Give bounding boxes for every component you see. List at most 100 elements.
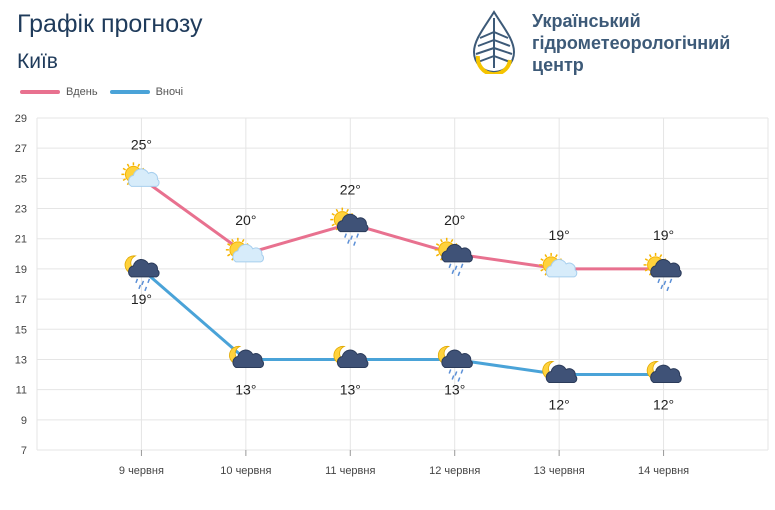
day-temperature-label: 20° [235,212,256,228]
day-temperature-label: 22° [340,182,361,198]
rain-drop [448,369,452,374]
day-temperature-label: 25° [131,136,152,152]
y-tick-label: 13 [15,354,27,366]
rain-drop [460,263,464,269]
sun-ray [122,167,127,171]
y-tick-label: 7 [21,445,27,457]
sun-cloud-icon [121,162,160,187]
page-title: Графік прогнозу [17,10,203,38]
legend-label-day: Вдень [66,86,98,98]
rain-drop [135,278,139,284]
moon-cloud-icon [646,361,682,384]
sun-ray [122,178,127,182]
moon-cloud-icon [333,345,369,368]
sun-ray [435,253,440,257]
sun-cloud-rain-icon [643,252,682,292]
sun-ray [227,243,231,246]
hydromet-logo-icon [472,10,516,74]
rain-drop [451,269,455,275]
cloud-shape [128,258,160,278]
sun-cloud-icon [225,237,264,263]
y-tick-label: 11 [16,385,27,397]
y-tick-label: 19 [15,264,27,276]
cloud-shape [441,243,473,263]
cloud-shape [545,258,578,278]
moon-cloud-rain-icon [124,255,160,292]
organization-name-line: Український [532,11,641,31]
sun-ray [450,239,454,243]
organization-block: Український гідрометеорологічний центр [470,10,730,76]
sun-ray [648,254,652,258]
sun-ray [540,268,544,272]
rain-drop [657,278,661,284]
grid [36,117,769,451]
y-tick-label: 9 [21,415,27,427]
sun-cloud-rain-icon [434,237,473,277]
axes: 7 9 11 13 15 17 19 21 23 25 27 29 9 червня 10 червня 1… [15,113,689,477]
night-series-line [140,267,664,377]
sun-ray [331,223,335,227]
rain-drop [457,271,461,277]
y-tick-label: 21 [15,234,27,246]
y-tick-label: 15 [15,324,27,336]
rain-drop [454,265,458,271]
sun-ray [137,163,141,167]
sun-ray [644,258,649,262]
data-labels: 25° 20° 22° 20° 19° 19° 19° 13° 13° 13° 12° 12° [131,136,674,412]
legend: Вдень Вночі [20,86,195,98]
day-temperature-label: 20° [444,212,465,228]
cloud-shape [650,364,682,384]
rain-drop [144,286,148,292]
y-tick-label: 27 [15,143,27,155]
y-tick-label: 23 [15,204,27,216]
rain-drop [141,280,145,286]
organization-name-line: гідрометеорологічний [532,33,731,53]
rain-drop [448,263,452,269]
sun-ray [346,208,349,213]
day-temperature-label: 19° [549,227,570,243]
sun-ray [335,208,339,213]
organization-name-line: центр [532,55,584,75]
legend-item-night[interactable]: Вночі [109,86,184,98]
legend-swatch-day [20,90,60,94]
rain-drop [344,233,347,238]
rain-drop [147,278,151,284]
rain-drop [663,280,667,286]
night-temperature-label: 13° [444,381,465,397]
sun-ray [227,253,231,257]
x-tick-label: 13 червня [534,465,585,477]
rain-drop [138,284,142,290]
night-temperature-label: 12° [653,397,674,413]
y-tick-label: 17 [15,294,27,306]
day-temperature-label: 19° [653,227,674,243]
moon-cloud-rain-icon [437,345,473,382]
forecast-chart: 7 9 11 13 15 17 19 21 23 25 27 29 9 червня 10 червня 1… [15,113,769,477]
x-tick-label: 10 червня [220,465,271,477]
night-temperature-label: 13° [235,381,256,397]
sun-ray [644,268,649,272]
day-series-line [140,177,664,271]
weather-icons [121,162,682,384]
moon-cloud-icon [542,361,578,384]
rain-drop [457,377,461,382]
y-tick-label: 25 [15,173,27,185]
sun-cloud-icon [539,252,578,278]
cloud-shape [441,349,473,368]
cloud-shape [336,349,369,368]
night-temperature-label: 13° [340,381,361,397]
city-name: Київ [17,50,58,73]
sun-cloud-rain-icon [330,207,369,246]
sun-ray [659,254,663,258]
cloud-shape [545,364,578,384]
sun-ray [241,239,245,243]
cloud-shape [336,213,369,233]
legend-label-night: Вночі [155,86,184,98]
sun-ray [435,243,440,246]
sun-ray [126,163,130,167]
y-tick-label: 29 [15,113,27,125]
cloud-shape [650,258,682,278]
sun-ray [331,212,335,216]
legend-item-day[interactable]: Вдень [20,86,98,98]
night-temperature-label: 19° [131,291,152,307]
sun-ray [231,239,235,243]
